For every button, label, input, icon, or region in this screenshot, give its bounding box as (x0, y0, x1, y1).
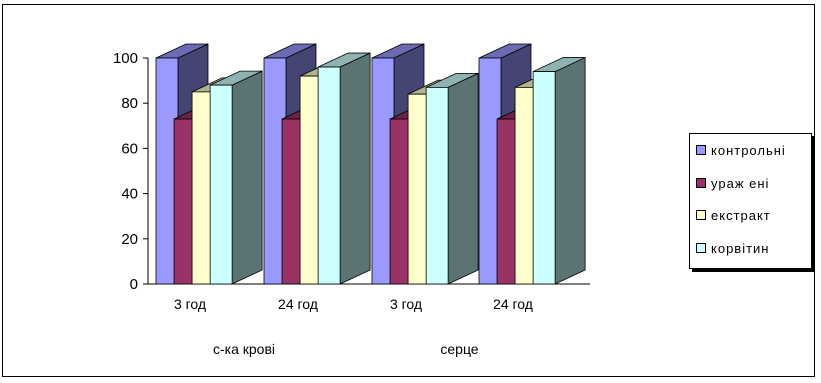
y-tick-label: 20 (121, 231, 138, 248)
bar-side (554, 56, 586, 285)
y-tick-label: 60 (121, 140, 138, 157)
legend-label: екстракт (711, 207, 771, 223)
legend-swatch-control (696, 145, 706, 155)
legend-swatch-extract (696, 210, 706, 220)
bar-side (231, 70, 263, 285)
legend-label: корвітин (711, 240, 770, 256)
y-tick-label: 100 (113, 50, 138, 67)
legend-item-affected: ураж ені (696, 175, 769, 191)
x-group-label: серце (440, 341, 478, 357)
bar-side (339, 52, 371, 285)
legend-item-corvitin: корвітин (696, 240, 769, 256)
bar-4-1 (209, 84, 233, 285)
x-tick-label: 24 год (278, 296, 318, 312)
x-tick-label: 3 год (174, 296, 206, 312)
bar-4-3 (425, 86, 449, 285)
y-tick-label: 0 (130, 276, 138, 293)
chart-frame (2, 4, 815, 377)
x-tick-label: 24 год (493, 296, 533, 312)
legend-item-control: контрольні (696, 142, 786, 158)
y-tick-label: 80 (121, 95, 138, 112)
legend-swatch-corvitin (696, 243, 706, 253)
bar-side (447, 72, 479, 285)
x-group-label: с-ка крові (213, 341, 275, 357)
legend-label: контрольні (711, 142, 786, 158)
bar-4-4 (532, 71, 556, 285)
legend-swatch-affected (696, 178, 706, 188)
legend: контрольні ураж ені екстракт корвітин (689, 133, 812, 269)
legend-item-extract: екстракт (696, 207, 771, 223)
x-tick-label: 3 год (390, 296, 422, 312)
legend-label: ураж ені (711, 175, 770, 191)
bar-4-2 (317, 66, 341, 285)
y-tick-label: 40 (121, 186, 138, 203)
